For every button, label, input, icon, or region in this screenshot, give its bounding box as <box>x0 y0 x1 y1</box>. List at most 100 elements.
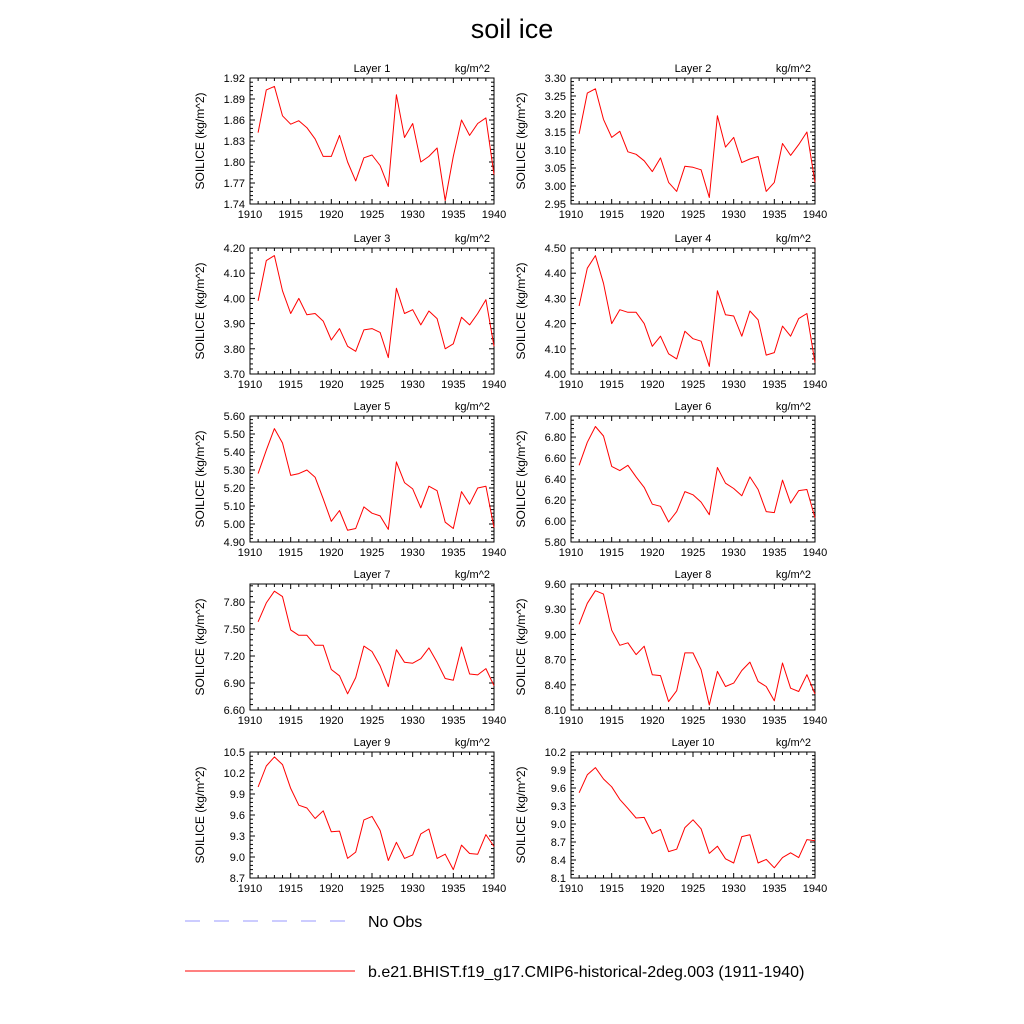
y-tick-label: 7.80 <box>224 597 245 609</box>
x-tick-label: 1940 <box>482 379 506 391</box>
x-tick-label: 1940 <box>482 883 506 895</box>
x-tick-label: 1940 <box>482 547 506 559</box>
y-tick-label: 3.30 <box>545 73 566 85</box>
x-tick-label: 1935 <box>762 715 786 727</box>
panel-layer-4: Layer 4 kg/m^2 SOILICE (kg/m^2) 1910 1915 192… <box>514 233 827 391</box>
panel-group: Layer 1 kg/m^2 SOILICE (kg/m^2) 1910 1915 192… <box>193 63 827 895</box>
x-tick-label: 1940 <box>803 883 827 895</box>
panel-units: kg/m^2 <box>776 63 811 75</box>
panel-title: Layer 8 <box>675 569 712 581</box>
y-tick-label: 6.90 <box>224 678 245 690</box>
panel-layer-8: Layer 8 kg/m^2 SOILICE (kg/m^2) 1910 1915 192… <box>514 569 827 727</box>
y-tick-label: 7.20 <box>224 651 245 663</box>
panel-layer-5: Layer 5 kg/m^2 SOILICE (kg/m^2) 1910 1915 192… <box>193 401 506 559</box>
x-tick-label: 1925 <box>360 715 384 727</box>
y-tick-label: 1.74 <box>224 199 245 211</box>
x-tick-label: 1910 <box>238 379 262 391</box>
y-tick-label: 8.1 <box>551 873 566 885</box>
panel-title: Layer 9 <box>354 737 391 749</box>
panel-units: kg/m^2 <box>455 233 490 245</box>
y-tick-label: 9.0 <box>230 852 245 864</box>
x-tick-label: 1940 <box>803 379 827 391</box>
series-line <box>578 767 816 869</box>
y-tick-label: 9.00 <box>545 629 566 641</box>
y-tick-label: 2.95 <box>545 199 566 211</box>
x-tick-label: 1920 <box>640 209 664 221</box>
panel-units: kg/m^2 <box>455 63 490 75</box>
x-tick-label: 1920 <box>319 883 343 895</box>
x-tick-label: 1925 <box>681 715 705 727</box>
x-tick-label: 1925 <box>360 883 384 895</box>
y-axis-label: SOILICE (kg/m^2) <box>193 599 207 696</box>
y-axis-label: SOILICE (kg/m^2) <box>193 93 207 190</box>
x-tick-label: 1925 <box>360 547 384 559</box>
y-tick-label: 4.10 <box>224 268 245 280</box>
y-tick-label: 10.2 <box>224 768 245 780</box>
y-tick-label: 4.90 <box>224 537 245 549</box>
y-tick-label: 1.86 <box>224 115 245 127</box>
panel-title: Layer 2 <box>675 63 712 75</box>
x-tick-label: 1920 <box>319 379 343 391</box>
y-tick-label: 5.10 <box>224 501 245 513</box>
x-tick-label: 1935 <box>441 547 465 559</box>
panel-layer-6: Layer 6 kg/m^2 SOILICE (kg/m^2) 1910 1915 192… <box>514 401 827 559</box>
series-line <box>578 255 816 367</box>
y-tick-label: 4.20 <box>545 319 566 331</box>
x-tick-label: 1910 <box>238 547 262 559</box>
x-tick-label: 1930 <box>721 547 745 559</box>
x-tick-label: 1925 <box>681 379 705 391</box>
panel-units: kg/m^2 <box>455 737 490 749</box>
y-tick-label: 10.5 <box>224 747 245 759</box>
panel-title: Layer 5 <box>354 401 391 413</box>
plot-frame <box>249 77 495 205</box>
y-tick-label: 4.40 <box>545 268 566 280</box>
x-tick-label: 1925 <box>681 883 705 895</box>
plot-frame <box>249 583 495 711</box>
x-tick-label: 1910 <box>559 547 583 559</box>
panel-units: kg/m^2 <box>776 401 811 413</box>
x-tick-label: 1910 <box>559 209 583 221</box>
x-tick-label: 1925 <box>681 209 705 221</box>
x-tick-label: 1935 <box>441 379 465 391</box>
x-tick-label: 1910 <box>238 883 262 895</box>
x-tick-label: 1915 <box>278 547 302 559</box>
x-tick-label: 1935 <box>441 209 465 221</box>
y-axis-label: SOILICE (kg/m^2) <box>514 767 528 864</box>
x-tick-label: 1930 <box>721 715 745 727</box>
panel-layer-1: Layer 1 kg/m^2 SOILICE (kg/m^2) 1910 1915 192… <box>193 63 506 221</box>
x-tick-label: 1935 <box>441 715 465 727</box>
x-tick-label: 1940 <box>803 209 827 221</box>
panel-layer-3: Layer 3 kg/m^2 SOILICE (kg/m^2) 1910 1915 192… <box>193 233 506 391</box>
plot-frame <box>570 415 816 543</box>
panel-layer-10: Layer 10 kg/m^2 SOILICE (kg/m^2) 1910 1915 19… <box>514 737 827 895</box>
x-tick-label: 1935 <box>762 883 786 895</box>
x-tick-label: 1915 <box>278 715 302 727</box>
plot-frame <box>249 751 495 879</box>
x-tick-label: 1910 <box>559 715 583 727</box>
panel-title: Layer 1 <box>354 63 391 75</box>
y-tick-label: 3.00 <box>545 181 566 193</box>
series-line <box>257 590 495 695</box>
y-tick-label: 6.60 <box>545 453 566 465</box>
x-tick-label: 1910 <box>238 715 262 727</box>
x-tick-label: 1910 <box>238 209 262 221</box>
y-axis-label: SOILICE (kg/m^2) <box>514 431 528 528</box>
x-tick-label: 1930 <box>400 547 424 559</box>
panel-title: Layer 7 <box>354 569 391 581</box>
y-tick-label: 3.10 <box>545 145 566 157</box>
x-tick-label: 1930 <box>400 379 424 391</box>
panel-layer-9: Layer 9 kg/m^2 SOILICE (kg/m^2) 1910 1915 192… <box>193 737 506 895</box>
y-tick-label: 4.50 <box>545 243 566 255</box>
x-tick-label: 1925 <box>360 209 384 221</box>
plot-frame <box>249 415 495 543</box>
plot-frame <box>570 583 816 711</box>
y-tick-label: 8.4 <box>551 855 566 867</box>
y-tick-label: 3.15 <box>545 127 566 139</box>
x-tick-label: 1940 <box>803 715 827 727</box>
y-tick-label: 4.20 <box>224 243 245 255</box>
panel-units: kg/m^2 <box>455 569 490 581</box>
x-tick-label: 1925 <box>360 379 384 391</box>
y-tick-label: 8.10 <box>545 705 566 717</box>
x-tick-label: 1935 <box>762 209 786 221</box>
y-tick-label: 1.77 <box>224 178 245 190</box>
